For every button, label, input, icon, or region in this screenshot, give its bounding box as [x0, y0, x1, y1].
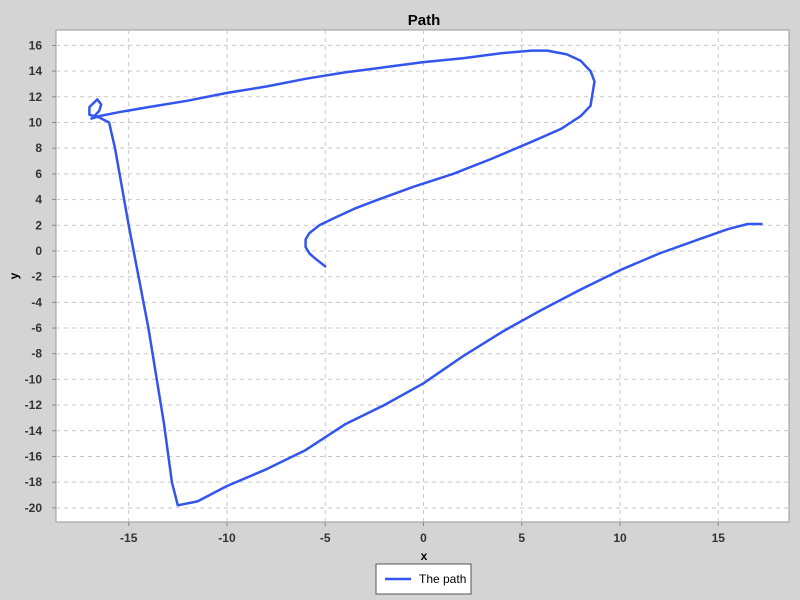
y-tick-label: 8: [35, 141, 42, 155]
x-tick-label: 0: [420, 531, 427, 545]
plot-area: [55, 29, 790, 523]
tick-layer: -15 -10 -5 0 5 10 15 16 14 12 10 8 6 4 2 0 -2 -4 -6 -8 -10 -1…: [25, 38, 726, 545]
series-line-the-path: [88, 49, 763, 507]
grid-layer: [56, 30, 789, 522]
y-tick-label: -6: [31, 321, 42, 335]
y-axis-label: y: [7, 272, 21, 279]
x-tick-label: -10: [218, 531, 236, 545]
y-tick-label: -2: [31, 270, 42, 284]
y-tick-label: -14: [25, 424, 43, 438]
x-tick-label: 10: [613, 531, 627, 545]
x-tick-label: 5: [518, 531, 525, 545]
y-tick-label: -16: [25, 449, 43, 463]
y-tick-label: 0: [35, 244, 42, 258]
legend-label: The path: [419, 572, 466, 586]
x-tick-label: 15: [712, 531, 726, 545]
series-layer: [88, 49, 763, 507]
y-tick-label: -4: [31, 295, 42, 309]
x-tick-label: -15: [120, 531, 138, 545]
y-tick-label: -20: [25, 501, 43, 515]
y-tick-label: 12: [29, 90, 43, 104]
y-tick-label: 4: [35, 193, 42, 207]
y-tick-label: -8: [31, 347, 42, 361]
y-tick-label: 2: [35, 218, 42, 232]
y-tick-label: -18: [25, 475, 43, 489]
y-tick-label: 10: [29, 115, 43, 129]
y-tick-label: 6: [35, 167, 42, 181]
legend: The path: [375, 563, 472, 595]
y-tick-label: -12: [25, 398, 43, 412]
y-tick-label: -10: [25, 372, 43, 386]
x-tick-label: -5: [320, 531, 331, 545]
y-tick-label: 14: [29, 64, 43, 78]
chart-title: Path: [408, 12, 441, 29]
y-tick-label: 16: [29, 38, 43, 52]
x-axis-label: x: [421, 549, 428, 563]
